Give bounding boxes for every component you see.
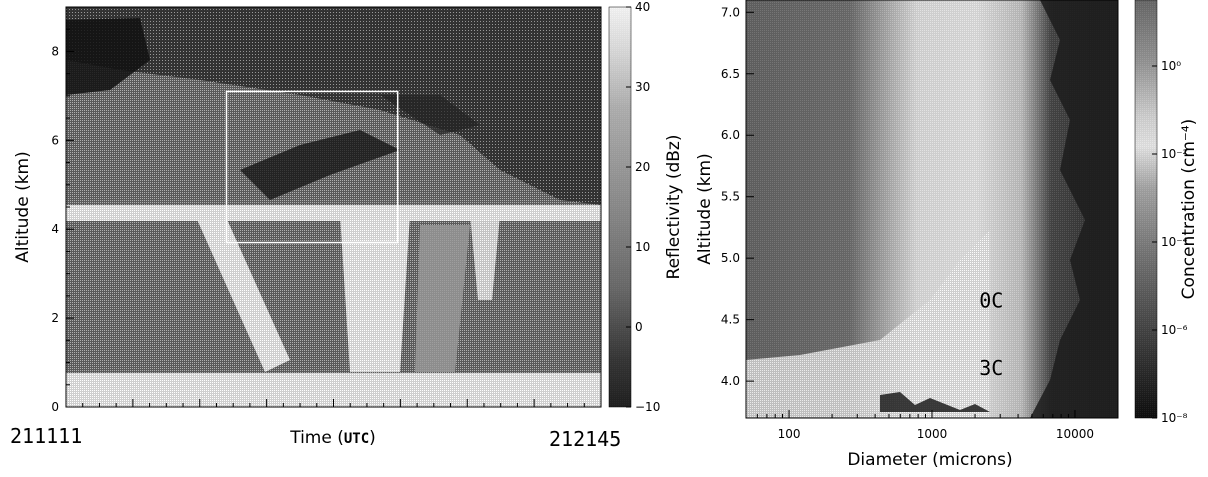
- radar-y-axis-title: Altitude (km): [13, 151, 33, 263]
- y-tick-label: 4: [51, 222, 59, 236]
- y-tick-label: 5.0: [721, 251, 740, 265]
- concentration-colorbar-ticks: 10⁻⁸ 10⁻⁶ 10⁻⁴ 10⁻² 10⁰: [1152, 59, 1188, 425]
- time-end-label: 212145: [549, 427, 621, 451]
- y-tick-label: 4.5: [721, 313, 740, 327]
- x-tick-label: 10000: [1056, 427, 1094, 441]
- temperature-annotations: 0C 3C: [979, 288, 1003, 380]
- y-tick-label: 5.5: [721, 190, 740, 204]
- y-tick-label: 6.5: [721, 67, 740, 81]
- radar-y-ticks: 0 2 4 6 8: [51, 6, 74, 414]
- radar-x-ticks: [65, 399, 602, 407]
- colorbar-tick-label: 10⁻⁴: [1161, 235, 1188, 249]
- spectra-y-ticks: 4.0 4.5 5.0 5.5 6.0 6.5 7.0: [721, 5, 754, 388]
- colorbar-tick-label: 40: [635, 0, 650, 14]
- temperature-label: 3C: [979, 356, 1003, 380]
- colorbar-tick-label: 10: [635, 240, 650, 254]
- spectra-x-axis-title: Diameter (microns): [847, 450, 1012, 470]
- x-tick-label: 100: [778, 427, 801, 441]
- spectra-heatmap: [746, 0, 1118, 418]
- spectra-y-axis-title: Altitude (km): [695, 153, 715, 265]
- y-tick-label: 4.0: [721, 374, 740, 388]
- colorbar-tick-label: 10⁻⁶: [1161, 323, 1188, 337]
- colorbar-tick-label: 30: [635, 80, 650, 94]
- concentration-colorbar-title: Concentration (cm⁻⁴): [1179, 119, 1199, 300]
- colorbar-tick-label: 10⁰: [1161, 59, 1181, 73]
- y-tick-label: 7.0: [721, 5, 740, 19]
- colorbar-tick-label: 10⁻²: [1161, 147, 1188, 161]
- reflectivity-colorbar-ticks: −10 0 10 20 30 40: [626, 0, 660, 414]
- colorbar-tick-label: 20: [635, 160, 650, 174]
- time-start-label: 211111: [10, 424, 82, 448]
- y-tick-label: 6: [51, 133, 59, 147]
- y-tick-label: 2: [51, 311, 59, 325]
- radar-x-axis-title: Time (UTC): [289, 428, 376, 448]
- spectra-x-ticks: 100 1000 10000: [756, 410, 1119, 441]
- colorbar-tick-label: −10: [635, 400, 660, 414]
- y-tick-label: 0: [51, 400, 59, 414]
- radar-panel: 0 2 4 6 8 Altitude (km) 211111 212145 Time (…: [10, 0, 684, 451]
- highlight-box: [225, 90, 399, 244]
- radar-heatmap: [66, 7, 601, 407]
- y-tick-label: 8: [51, 44, 59, 58]
- reflectivity-colorbar-title: Reflectivity (dBz): [664, 135, 684, 280]
- temperature-label: 0C: [979, 288, 1003, 312]
- spectra-panel: 4.04.55.05.56.06.57.0 100 1000 10000 0C3C …: [695, 0, 1199, 470]
- colorbar-tick-label: 10⁻⁸: [1161, 411, 1188, 425]
- y-tick-label: 6.0: [721, 128, 740, 142]
- x-tick-label: 1000: [917, 427, 948, 441]
- colorbar-tick-label: 0: [635, 320, 643, 334]
